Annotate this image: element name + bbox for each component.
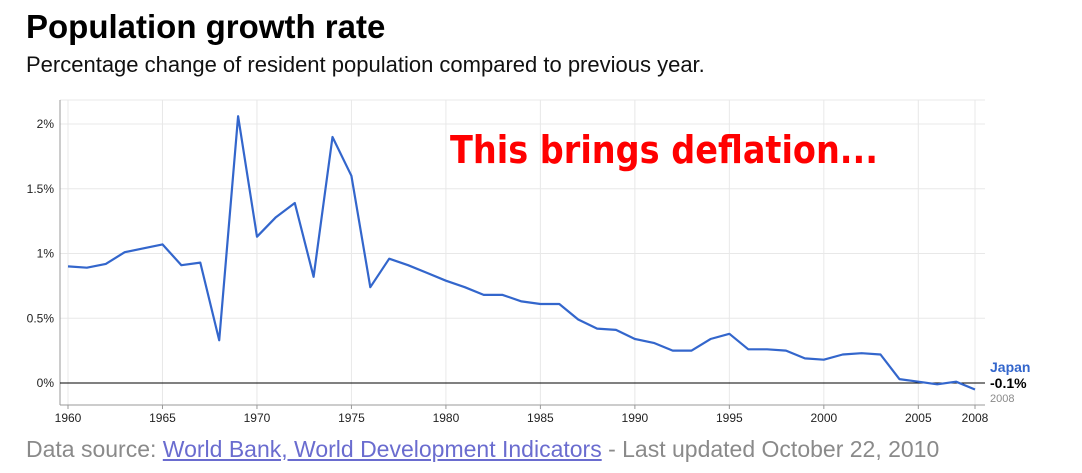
data-source-footer: Data source: World Bank, World Developme… — [26, 436, 939, 463]
grid-lines — [60, 99, 985, 405]
x-tick-label: 2000 — [810, 411, 837, 425]
chart-title: Population growth rate — [26, 8, 386, 45]
y-tick-label: 1% — [37, 247, 55, 261]
x-tick-label: 1970 — [244, 411, 271, 425]
y-tick-label: 0.5% — [27, 311, 55, 325]
x-tick-label: 1985 — [527, 411, 554, 425]
end-label-year: 2008 — [990, 393, 1014, 405]
series-japan[interactable] — [67, 115, 976, 391]
series-end-label: Japan -0.1% 2008 — [990, 359, 1030, 405]
axes: 0% 0.5% 1% 1.5% 2% 1960 1965 1970 1975 1980 1985 19… — [27, 100, 989, 425]
y-tick-label: 1.5% — [27, 182, 55, 196]
end-label-value: -0.1% — [990, 375, 1027, 391]
world-bank-link[interactable]: World Bank, World Development Indicators — [162, 436, 602, 462]
y-tick-label: 0% — [37, 376, 55, 390]
x-tick-label: 1965 — [149, 411, 176, 425]
chart-subtitle: Percentage change of resident population… — [26, 52, 705, 77]
x-tick-label: 2005 — [905, 411, 932, 425]
x-tick-label: 1960 — [55, 411, 82, 425]
end-label-name: Japan — [990, 359, 1030, 375]
x-tick-label: 1995 — [716, 411, 743, 425]
x-tick-label: 1990 — [622, 411, 649, 425]
series-line-japan[interactable] — [67, 115, 976, 391]
x-tick-label: 1975 — [338, 411, 365, 425]
line-chart: 0% 0.5% 1% 1.5% 2% 1960 1965 1970 1975 1980 1985 19… — [27, 99, 1030, 425]
footer-prefix: Data source: — [26, 436, 163, 462]
x-tick-label: 2008 — [962, 411, 989, 425]
y-tick-label: 2% — [37, 117, 55, 131]
x-tick-label: 1980 — [433, 411, 460, 425]
footer-suffix: - Last updated October 22, 2010 — [601, 436, 940, 462]
annotation-deflation: This brings deflation... — [450, 128, 878, 172]
